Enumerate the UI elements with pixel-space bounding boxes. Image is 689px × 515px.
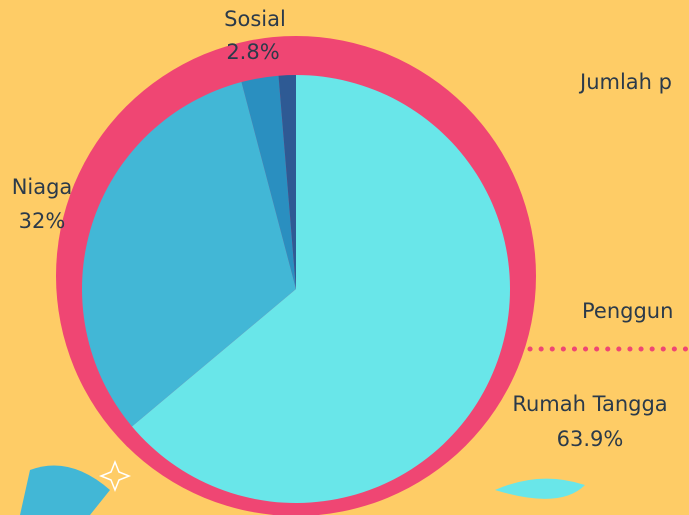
annotation: Jumlah p: [578, 70, 672, 94]
page: Jumlah p Penggun Rumah Tangga 63.9% Niaga 3…: [0, 0, 689, 515]
value-label: 63.9%: [557, 427, 624, 451]
value-label: 2.8%: [226, 40, 279, 64]
value-label: 32%: [19, 209, 66, 233]
annotation: Penggun: [582, 299, 673, 323]
chart: Jumlah p Penggun Rumah Tangga 63.9% Niaga 3…: [0, 0, 689, 515]
slice-label: Rumah Tangga: [512, 392, 667, 416]
slice-label: Niaga: [12, 175, 73, 199]
pie: [82, 75, 510, 503]
slice-label: Sosial: [224, 7, 286, 31]
